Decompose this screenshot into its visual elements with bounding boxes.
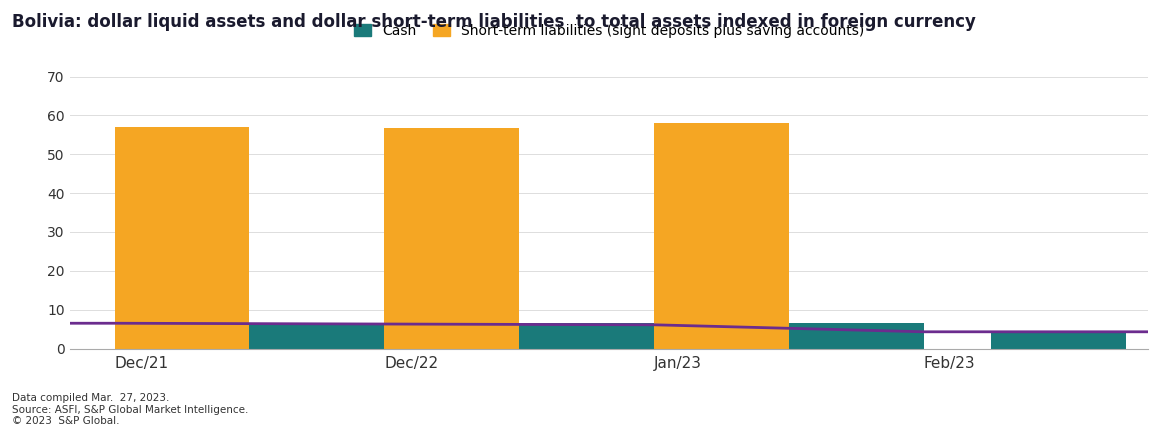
- Text: Bolivia: dollar liquid assets and dollar short-term liabilities  to total assets: Bolivia: dollar liquid assets and dollar…: [12, 13, 976, 31]
- Bar: [115, 127, 249, 348]
- Text: © 2023  S&P Global.: © 2023 S&P Global.: [12, 416, 119, 425]
- Bar: [654, 123, 789, 348]
- Text: Data compiled Mar.  27, 2023.: Data compiled Mar. 27, 2023.: [12, 393, 169, 403]
- Bar: [249, 323, 384, 348]
- Bar: [789, 323, 923, 348]
- Legend: Cash, Short-term liabilities (sight deposits plus saving accounts): Cash, Short-term liabilities (sight depo…: [354, 24, 864, 37]
- Bar: [520, 323, 654, 348]
- Bar: [991, 331, 1126, 348]
- Bar: [384, 128, 520, 348]
- Text: Source: ASFI, S&P Global Market Intelligence.: Source: ASFI, S&P Global Market Intellig…: [12, 405, 248, 415]
